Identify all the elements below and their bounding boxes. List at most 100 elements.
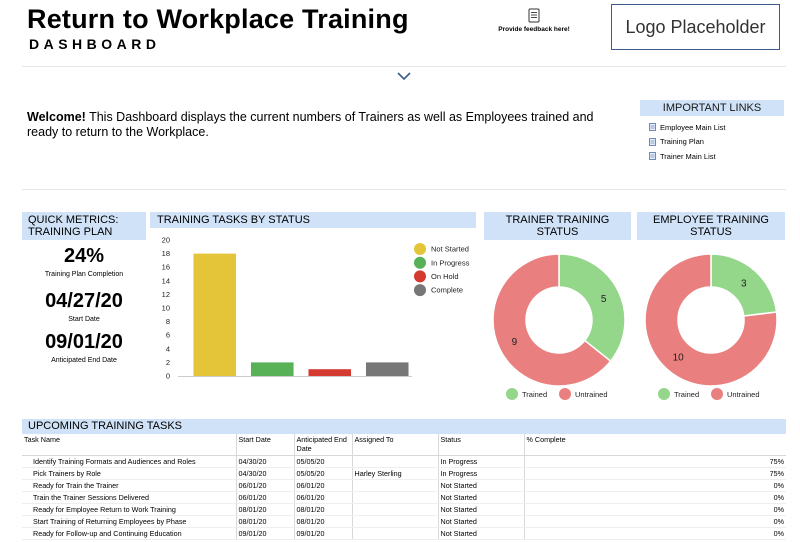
start-date-cell[interactable]: 08/01/20 [236, 503, 295, 516]
percent-complete-cell[interactable]: 75% [524, 455, 786, 468]
assigned-to-cell[interactable] [352, 515, 439, 528]
tasks-chart-header: TRAINING TASKS BY STATUS [150, 212, 476, 228]
percent-complete-cell[interactable]: 0% [524, 515, 786, 528]
assigned-to-cell[interactable] [352, 479, 439, 492]
welcome-text: Welcome! This Dashboard displays the cur… [27, 110, 627, 140]
quick-metrics-title-2: TRAINING PLAN [28, 226, 113, 238]
assigned-to-cell[interactable] [352, 491, 439, 504]
table-header-row: Task Name Start Date Anticipated End Dat… [22, 434, 786, 456]
percent-complete-cell[interactable]: 0% [524, 503, 786, 516]
feedback-link[interactable]: Provide feedback here! [492, 8, 576, 33]
legend-swatch [506, 388, 518, 400]
end-date-cell[interactable]: 05/05/20 [294, 467, 353, 480]
important-links-title: IMPORTANT LINKS [640, 100, 784, 116]
metric-completion: 24% Training Plan Completion [22, 245, 146, 278]
assigned-to-cell[interactable] [352, 455, 439, 468]
employee-status-title-2: STATUS [690, 226, 732, 238]
task-name-cell[interactable]: Ready for Train the Trainer [22, 479, 237, 492]
task-name-cell[interactable]: Train the Trainer Sessions Delivered [22, 491, 237, 504]
legend-swatch [711, 388, 723, 400]
y-tick-label: 4 [166, 344, 170, 353]
y-tick-label: 18 [162, 249, 170, 258]
feedback-label[interactable]: Provide feedback here! [498, 26, 570, 33]
dashboard-subtitle: DASHBOARD [29, 36, 161, 52]
task-name-cell[interactable]: Ready for Follow-up and Continuing Educa… [22, 527, 237, 540]
percent-complete-cell[interactable]: 75% [524, 467, 786, 480]
metric-completion-label: Training Plan Completion [44, 271, 124, 278]
table-row[interactable]: Identify Training Formats and Audiences … [22, 455, 786, 468]
bar-in-progress [250, 362, 294, 376]
status-cell[interactable]: Not Started [438, 491, 525, 504]
percent-complete-cell[interactable]: 0% [524, 527, 786, 540]
slice-value-label: 3 [741, 278, 747, 289]
start-date-cell[interactable]: 06/01/20 [236, 491, 295, 504]
status-cell[interactable]: Not Started [438, 479, 525, 492]
welcome-body: This Dashboard displays the current numb… [27, 110, 594, 139]
table-row[interactable]: Start Training of Returning Employees by… [22, 515, 786, 528]
link-label[interactable]: Training Plan [660, 137, 704, 147]
bar-on-hold [308, 369, 352, 376]
employee-status-header: EMPLOYEE TRAINING STATUS [637, 212, 785, 240]
legend-swatch [414, 243, 426, 255]
y-tick-label: 0 [166, 372, 170, 381]
percent-complete-cell[interactable]: 0% [524, 479, 786, 492]
task-name-cell[interactable]: Start Training of Returning Employees by… [22, 515, 237, 528]
start-date-cell[interactable]: 04/30/20 [236, 467, 295, 480]
table-row[interactable]: Pick Trainers by Role 04/30/20 05/05/20 Har… [22, 467, 786, 480]
end-date-cell[interactable]: 06/01/20 [294, 491, 353, 504]
link-label[interactable]: Trainer Main List [660, 151, 716, 161]
slice-value-label: 9 [512, 337, 518, 348]
legend-swatch [414, 256, 426, 269]
y-tick-label: 6 [166, 331, 170, 340]
status-cell[interactable]: Not Started [438, 503, 525, 516]
divider [22, 66, 786, 67]
end-date-cell[interactable]: 08/01/20 [294, 515, 353, 528]
task-name-cell[interactable]: Identify Training Formats and Audiences … [22, 455, 237, 468]
col-status[interactable]: Status [438, 434, 525, 456]
link-trainer-main-list[interactable]: Trainer Main List [649, 149, 784, 164]
chevron-down-icon[interactable] [397, 72, 411, 81]
task-name-cell[interactable]: Pick Trainers by Role [22, 467, 237, 480]
start-date-cell[interactable]: 09/01/20 [236, 527, 295, 540]
col-task-name[interactable]: Task Name [22, 434, 237, 456]
status-cell[interactable]: In Progress [438, 467, 525, 480]
bar-not-started [193, 253, 237, 376]
table-row[interactable]: Ready for Follow-up and Continuing Educa… [22, 527, 786, 540]
bar-complete [365, 362, 409, 376]
form-icon [528, 8, 540, 23]
end-date-cell[interactable]: 06/01/20 [294, 479, 353, 492]
end-date-cell[interactable]: 08/01/20 [294, 503, 353, 516]
legend-swatch [559, 388, 571, 400]
status-cell[interactable]: Not Started [438, 515, 525, 528]
link-employee-main-list[interactable]: Employee Main List [649, 120, 784, 135]
y-tick-label: 12 [162, 290, 170, 299]
col-end-date[interactable]: Anticipated End Date [294, 434, 353, 456]
status-cell[interactable]: In Progress [438, 455, 525, 468]
assigned-to-cell[interactable] [352, 527, 439, 540]
employee-status-donut: 3 10 Trained Untrained [644, 253, 778, 400]
percent-complete-cell[interactable]: 0% [524, 491, 786, 504]
end-date-cell[interactable]: 05/05/20 [294, 455, 353, 468]
assigned-to-cell[interactable] [352, 503, 439, 516]
link-label[interactable]: Employee Main List [660, 122, 726, 132]
start-date-cell[interactable]: 04/30/20 [236, 455, 295, 468]
table-row[interactable]: Ready for Train the Trainer 06/01/20 06/01… [22, 479, 786, 492]
trainer-status-header: TRAINER TRAINING STATUS [484, 212, 631, 240]
table-row[interactable]: Train the Trainer Sessions Delivered 06/0… [22, 491, 786, 504]
sheet-icon [649, 137, 656, 146]
start-date-cell[interactable]: 08/01/20 [236, 515, 295, 528]
col-percent-complete[interactable]: % Complete [524, 434, 786, 456]
important-links: IMPORTANT LINKS Employee Main List Train… [640, 100, 784, 164]
link-training-plan[interactable]: Training Plan [649, 135, 784, 150]
status-cell[interactable]: Not Started [438, 527, 525, 540]
end-date-cell[interactable]: 09/01/20 [294, 527, 353, 540]
assigned-to-cell[interactable]: Harley Sterling [352, 467, 439, 480]
metric-end-label: Anticipated End Date [51, 357, 117, 364]
task-name-cell[interactable]: Ready for Employee Return to Work Traini… [22, 503, 237, 516]
slice-untrained [644, 253, 778, 387]
start-date-cell[interactable]: 06/01/20 [236, 479, 295, 492]
col-start-date[interactable]: Start Date [236, 434, 295, 456]
col-assigned-to[interactable]: Assigned To [352, 434, 439, 456]
logo-placeholder: Logo Placeholder [611, 4, 780, 50]
table-row[interactable]: Ready for Employee Return to Work Traini… [22, 503, 786, 516]
